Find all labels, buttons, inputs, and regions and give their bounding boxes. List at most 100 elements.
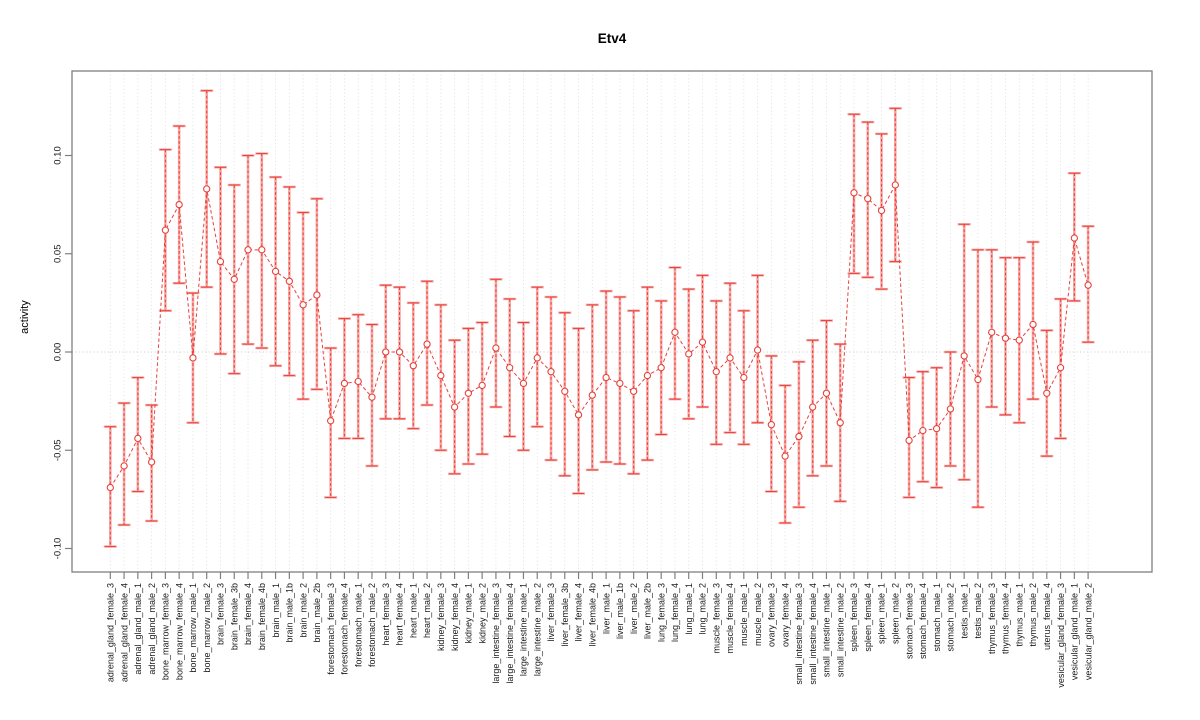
data-point — [643, 371, 652, 380]
x-tick-label: spleen_male_2 — [891, 583, 901, 644]
x-tick-label: stomach_male_2 — [946, 583, 956, 652]
data-point — [616, 379, 624, 388]
data-point — [409, 362, 417, 370]
data-point — [988, 328, 996, 336]
x-tick-label: kidney_male_2 — [477, 583, 487, 644]
x-tick-label: kidney_female_4 — [450, 583, 460, 651]
data-point — [588, 391, 596, 399]
data-point — [877, 206, 886, 215]
data-point — [905, 436, 913, 445]
x-tick-label: brain_female_3b — [229, 583, 239, 650]
data-point — [657, 364, 665, 372]
x-tick-label: brain_male_2b — [312, 583, 322, 643]
data-point — [368, 393, 376, 401]
data-point — [216, 257, 225, 266]
x-tick-label: brain_male_1 — [271, 583, 281, 638]
x-tick-label: small_intestine_male_1 — [822, 583, 832, 677]
y-tick-label: 0.05 — [53, 245, 64, 264]
data-point — [313, 291, 321, 299]
data-point — [974, 375, 982, 384]
data-point — [671, 328, 679, 336]
data-point — [1015, 336, 1023, 344]
x-tick-label: thymus_female_4 — [1001, 583, 1011, 654]
data-point — [382, 348, 390, 356]
x-tick-label: liver_female_3b — [560, 583, 570, 647]
data-point — [809, 403, 817, 411]
data-point — [946, 405, 955, 413]
data-point — [258, 246, 266, 254]
data-point — [561, 387, 569, 395]
data-point — [395, 348, 404, 356]
data-point — [506, 364, 514, 372]
x-tick-label: heart_female_3 — [381, 583, 391, 646]
data-point — [230, 275, 238, 283]
x-tick-label: testis_male_1 — [959, 583, 969, 639]
x-tick-label: liver_female_4b — [588, 583, 598, 647]
data-point — [161, 226, 170, 234]
x-tick-label: large_intestine_female_4 — [505, 583, 515, 684]
x-tick-label: thymus_female_3 — [987, 583, 997, 654]
data-point — [712, 367, 720, 376]
data-point — [547, 367, 555, 376]
x-tick-label: brain_male_1b — [285, 583, 295, 643]
x-tick-label: heart_female_4 — [395, 583, 405, 646]
data-point — [271, 267, 280, 276]
x-tick-label: lung_male_2 — [698, 583, 708, 635]
x-tick-label: brain_female_4 — [243, 583, 253, 645]
x-tick-label: vesicular_gland_male_1 — [1070, 583, 1080, 680]
data-point — [726, 354, 734, 362]
x-tick-label: spleen_female_3 — [849, 583, 859, 652]
x-tick-label: lung_female_3 — [656, 583, 666, 642]
data-point — [1084, 281, 1092, 289]
y-tick-label: -0.10 — [53, 538, 64, 560]
data-point — [781, 452, 789, 460]
data-point — [822, 389, 831, 397]
x-tick-label: thymus_male_2 — [1028, 583, 1038, 647]
x-tick-label: stomach_female_3 — [904, 583, 914, 659]
x-tick-label: adrenal_gland_female_3 — [106, 583, 116, 682]
x-tick-label: lung_male_1 — [684, 583, 694, 635]
data-point — [437, 371, 445, 380]
data-point — [244, 246, 252, 254]
x-tick-label: heart_male_1 — [408, 583, 418, 638]
data-point — [492, 344, 500, 352]
data-point — [767, 421, 776, 429]
data-point — [919, 426, 927, 435]
data-point — [189, 354, 197, 362]
x-tick-label: small_intestine_female_4 — [808, 583, 818, 685]
x-tick-label: bone_marrow_male_2 — [202, 583, 212, 673]
x-tick-label: liver_female_3 — [546, 583, 556, 642]
x-tick-label: vesicular_gland_male_2 — [1083, 583, 1093, 680]
data-point — [1070, 234, 1078, 242]
data-point — [478, 381, 486, 390]
data-point — [574, 411, 583, 419]
x-tick-label: heart_male_2 — [422, 583, 432, 638]
data-point — [423, 340, 431, 348]
x-tick-label: muscle_male_1 — [739, 583, 749, 646]
data-point — [354, 377, 362, 386]
x-tick-label: vesicular_gland_female_3 — [1056, 583, 1066, 688]
data-point — [753, 346, 762, 354]
x-tick-label: brain_female_3 — [216, 583, 226, 645]
data-point — [864, 195, 872, 203]
data-point — [450, 403, 459, 411]
data-point — [519, 379, 528, 388]
data-point — [1029, 320, 1037, 329]
data-point — [464, 389, 473, 397]
x-tick-label: liver_male_2 — [629, 583, 639, 634]
x-tick-label: thymus_male_1 — [1014, 583, 1024, 647]
x-tick-label: brain_female_4b — [257, 583, 267, 650]
x-tick-label: forestomach_female_4 — [340, 583, 350, 675]
data-point — [850, 189, 858, 197]
data-point — [106, 483, 114, 492]
data-point — [602, 373, 610, 382]
data-point — [175, 200, 183, 209]
x-tick-label: muscle_male_2 — [753, 583, 763, 646]
x-tick-label: bone_marrow_female_4 — [174, 583, 184, 680]
data-point — [891, 181, 899, 189]
data-point — [134, 434, 142, 443]
x-tick-label: adrenal_gland_female_4 — [119, 583, 129, 682]
data-point — [698, 338, 707, 346]
